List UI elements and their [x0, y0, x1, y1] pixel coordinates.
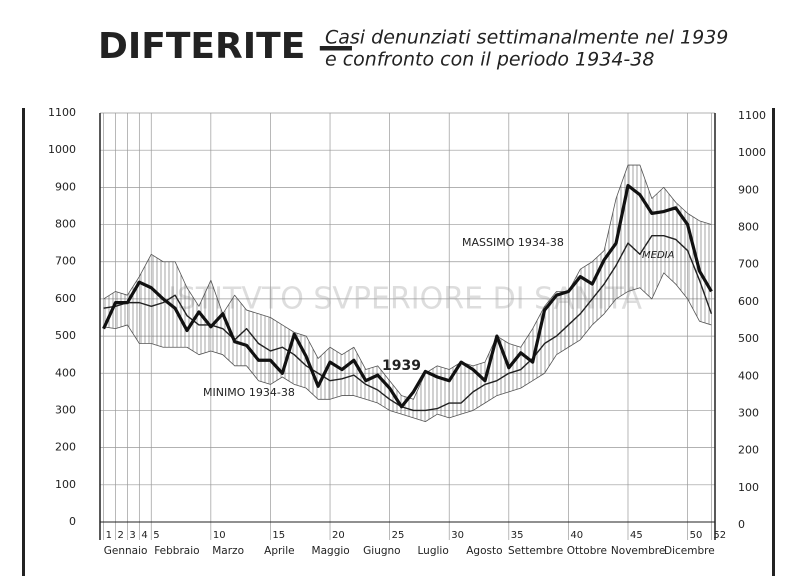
x-tick-label: 52: [713, 530, 726, 541]
month-label: Luglio: [418, 545, 449, 557]
plot: 0 0 100 100 200 200 300 300 400 400 500 500 600 600 70…: [48, 106, 766, 557]
y2-tick-label: 700: [738, 258, 759, 271]
x-tick-label: 40: [570, 530, 583, 541]
series-label: 1939: [382, 358, 421, 374]
chart-subtitle: e confronto con il periodo 1934-38: [325, 49, 654, 71]
y2-tick-label: 1100: [738, 109, 766, 122]
series-line: [103, 235, 713, 412]
x-tick-label: 5: [153, 530, 159, 541]
y2-tick-label: 800: [738, 221, 759, 234]
y-tick-label: 100: [55, 478, 76, 491]
month-label: Gennaio: [104, 545, 148, 557]
x-tick-label: 3: [129, 530, 135, 541]
y2-tick-label: 500: [738, 332, 759, 345]
x-tick-label: 50: [690, 530, 703, 541]
month-label: Settembre: [508, 545, 563, 557]
series-label: MASSIMO 1934-38: [462, 236, 564, 249]
x-tick-label: 25: [392, 530, 405, 541]
y-tick-label: 700: [55, 255, 76, 268]
series-label: MINIMO 1934-38: [203, 386, 295, 399]
month-label: Febbraio: [154, 545, 199, 557]
x-tick-label: 30: [451, 530, 464, 541]
series-label: MEDIA: [642, 250, 675, 261]
month-label: Ottobre: [567, 545, 607, 557]
y-tick-label: 300: [55, 403, 76, 416]
x-tick-label: 1: [106, 530, 112, 541]
y-tick-label: 400: [55, 366, 76, 379]
y2-tick-label: 900: [738, 183, 759, 196]
series-line: [102, 183, 713, 409]
x-tick-label: 20: [332, 530, 345, 541]
y2-tick-label: 300: [738, 406, 759, 419]
y-tick-label: 600: [55, 292, 76, 305]
x-tick-label: 45: [630, 530, 643, 541]
month-label: Marzo: [212, 545, 244, 557]
y-tick-label: 1100: [48, 106, 76, 119]
chart-subtitle: Casi denunziati settimanalmente nel 1939: [325, 27, 728, 49]
series-line: [103, 272, 712, 423]
month-label: Giugno: [363, 545, 400, 557]
y2-tick-label: 600: [738, 295, 759, 308]
frame-right: [772, 108, 775, 576]
x-tick-label: 35: [511, 530, 524, 541]
month-label: Dicembre: [664, 545, 715, 557]
month-label: Aprile: [264, 545, 294, 557]
month-label: Novembre: [611, 545, 665, 557]
frame-left: [22, 108, 25, 576]
x-tick-label: 10: [213, 530, 226, 541]
y2-tick-label: 0: [738, 518, 745, 531]
y2-tick-label: 100: [738, 481, 759, 494]
y-tick-label: 1000: [48, 143, 76, 156]
month-label: Agosto: [466, 545, 502, 557]
month-label: Maggio: [312, 545, 350, 557]
x-tick-label: 2: [117, 530, 123, 541]
y2-tick-label: 200: [738, 444, 759, 457]
chart-title: DIFTERITE —: [98, 26, 354, 67]
y-tick-label: 0: [69, 515, 76, 528]
y2-tick-label: 1000: [738, 146, 766, 159]
y-tick-label: 900: [55, 180, 76, 193]
y-tick-label: 200: [55, 441, 76, 454]
x-tick-label: 15: [272, 530, 285, 541]
x-tick-label: 4: [141, 530, 147, 541]
y2-tick-label: 400: [738, 369, 759, 382]
y-tick-label: 500: [55, 329, 76, 342]
y-tick-label: 800: [55, 218, 76, 231]
